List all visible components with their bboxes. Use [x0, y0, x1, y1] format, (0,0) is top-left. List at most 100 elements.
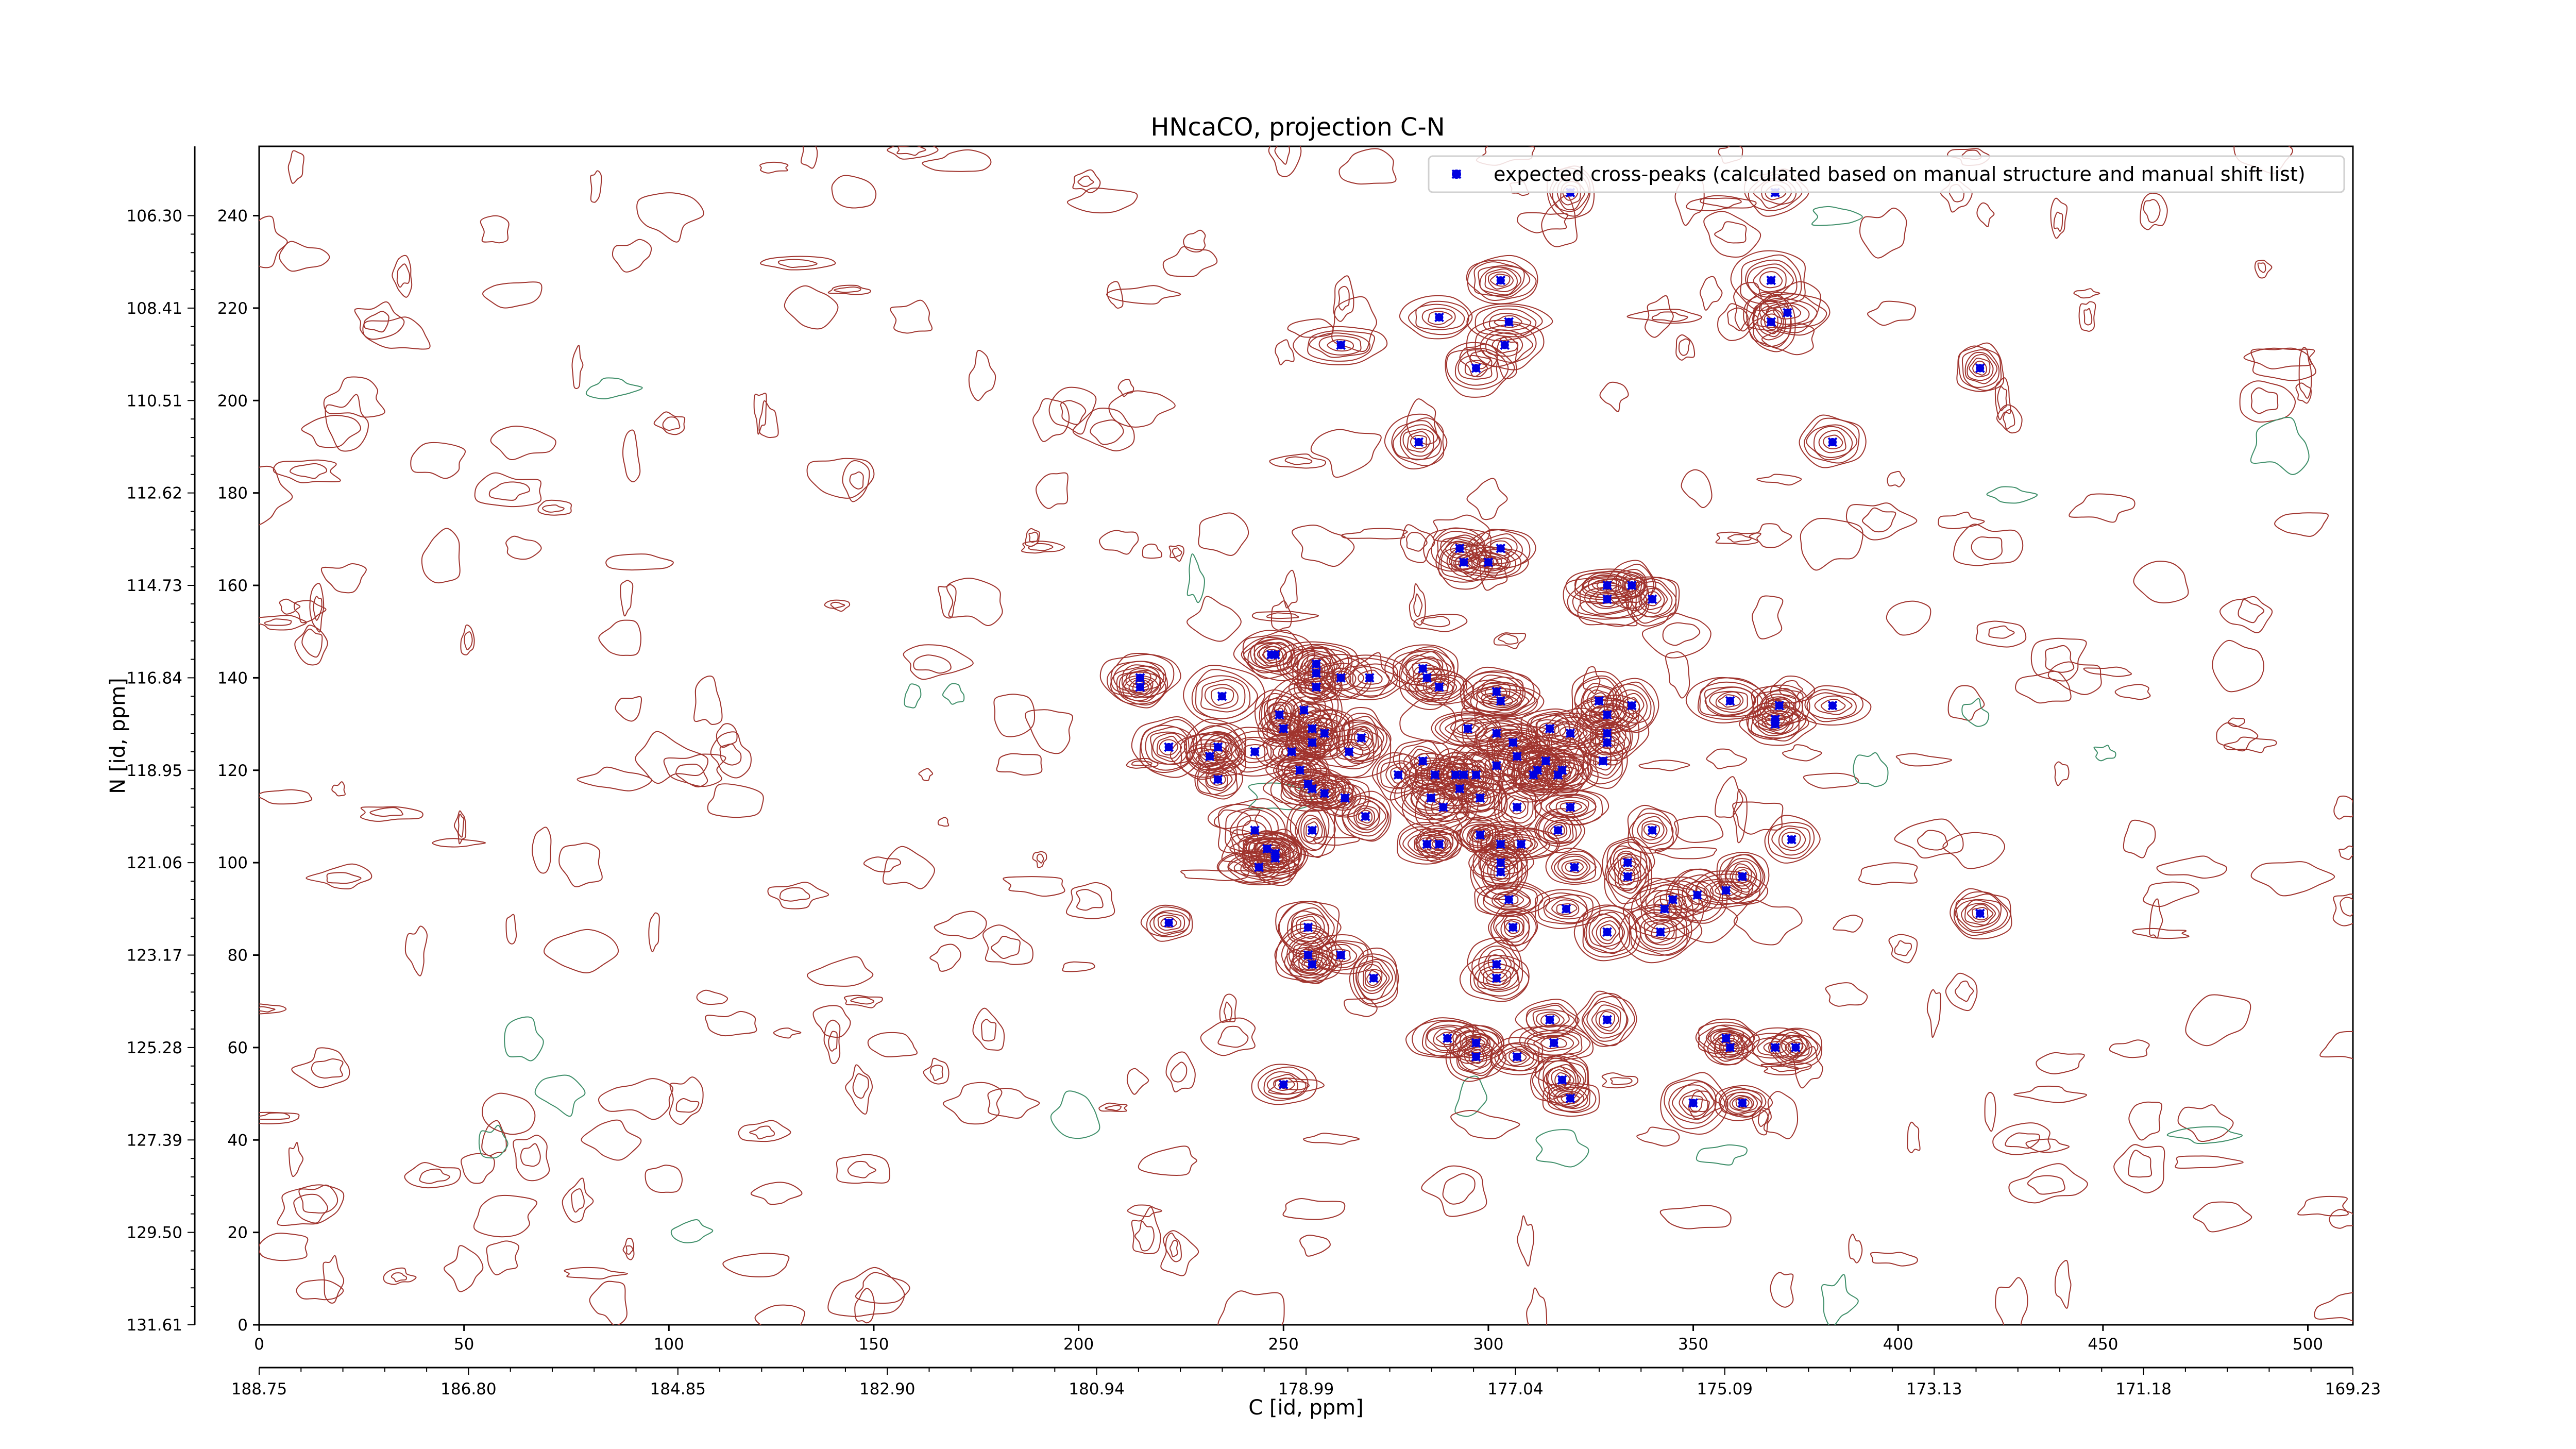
noise-contour — [904, 683, 922, 709]
noise-contour — [534, 1074, 586, 1117]
peak-contour — [1743, 292, 1831, 336]
peak-contour — [1475, 305, 1543, 338]
noise-contour — [2223, 736, 2277, 753]
noise-contour — [363, 311, 389, 333]
peak-contour — [1620, 868, 1636, 886]
noise-contour — [1848, 1234, 1863, 1263]
peak-contour — [1511, 752, 1556, 797]
peak-contour — [1465, 1036, 1488, 1050]
noise-contour — [1168, 545, 1184, 562]
peak-contour — [1251, 837, 1300, 878]
peak-contour — [1357, 961, 1390, 994]
noise-contour — [1072, 408, 1135, 451]
noise-contour — [571, 1188, 585, 1213]
noise-contour — [306, 863, 372, 890]
y-axis-ticks: 0 20 40 60 80 100 120 140 160 180 200 220 240 — [217, 207, 259, 1335]
peak-contour — [1329, 948, 1351, 963]
noise-contour — [1888, 934, 1918, 964]
noise-contour — [812, 1005, 851, 1038]
peak-contour — [1200, 679, 1246, 713]
noise-contour — [622, 1238, 635, 1260]
peak-contour — [1399, 424, 1440, 461]
noise-contour — [1763, 1091, 1799, 1139]
cross-peak-marker — [1164, 742, 1174, 752]
cross-peak-marker — [1459, 557, 1469, 567]
cross-peak-marker — [1278, 1080, 1289, 1090]
peak-contour — [1471, 939, 1520, 986]
noise-contour — [777, 259, 818, 268]
noise-contour — [2003, 409, 2015, 430]
peak-contour — [1755, 715, 1794, 735]
noise-contour — [1733, 899, 1803, 946]
peak-contour — [1494, 315, 1522, 328]
noise-contour — [887, 146, 939, 160]
noise-contour — [1858, 862, 1918, 885]
peak-contour — [1716, 852, 1770, 904]
noise-contour — [1659, 1205, 1732, 1229]
peak-contour — [1746, 706, 1809, 742]
noise-contour — [1668, 894, 1738, 943]
noise-contour — [800, 146, 818, 169]
peak-contour — [1273, 740, 1311, 761]
peak-contour — [1301, 957, 1324, 971]
noise-contour — [918, 768, 934, 781]
peak-contour — [1449, 544, 1529, 581]
peak-contour — [1604, 845, 1652, 910]
noise-contour — [943, 1082, 1003, 1125]
cross-peak-marker — [1303, 922, 1313, 933]
noise-contour — [1280, 569, 1298, 609]
noise-contour — [693, 676, 723, 725]
peak-contour — [1376, 753, 1419, 794]
noise-contour — [1859, 207, 1907, 259]
noise-contour — [2250, 387, 2279, 414]
peak-contour — [1573, 904, 1641, 962]
peak-contour — [1603, 678, 1659, 733]
peak-contour — [1251, 1064, 1318, 1105]
noise-contour — [360, 806, 423, 822]
cross-peak-marker — [1434, 312, 1444, 323]
peak-contour — [1153, 912, 1185, 934]
cross-peak-marker — [1434, 839, 1444, 849]
cross-peak-marker — [1340, 793, 1350, 803]
noise-contour — [520, 1143, 541, 1167]
peak-contour — [1587, 741, 1622, 779]
peak-contour — [1451, 551, 1479, 574]
y-ppm-tick-label: 118.95 — [127, 762, 182, 780]
noise-contour — [513, 1135, 550, 1182]
noise-contour — [2008, 1163, 2088, 1204]
peak-contour — [1312, 784, 1336, 803]
cross-peak-marker — [1418, 664, 1428, 673]
peak-contour — [1256, 840, 1295, 873]
peak-contour — [1553, 763, 1570, 778]
noise-contour — [612, 239, 652, 273]
peak-contour — [1961, 899, 2000, 928]
noise-contour — [1200, 1017, 1256, 1056]
peak-contour — [1416, 675, 1462, 699]
peak-contour — [1739, 702, 1817, 746]
noise-contour — [1986, 486, 2038, 504]
noise-contour — [1066, 188, 1138, 214]
noise-contour — [589, 1280, 628, 1325]
peak-contour — [1715, 691, 1744, 710]
peak-contour — [1545, 897, 1587, 920]
noise-contour — [1217, 1290, 1285, 1325]
noise-contour — [2297, 1195, 2349, 1217]
peak-contour — [1594, 706, 1620, 723]
noise-contour — [404, 1162, 461, 1189]
cross-peak-marker — [1307, 784, 1317, 794]
noise-contour — [2254, 260, 2273, 279]
peak-contour — [1671, 1084, 1715, 1120]
noise-contour — [2314, 1292, 2353, 1322]
peak-contour — [1344, 663, 1395, 692]
noise-contour — [558, 843, 603, 887]
noise-contour — [662, 416, 681, 431]
noise-contour — [2054, 761, 2070, 786]
cross-peak-marker — [1622, 857, 1633, 868]
peak-contour — [1266, 850, 1283, 865]
noise-contour — [1975, 620, 2027, 648]
noise-contour — [1992, 1122, 2051, 1155]
peak-contour — [1651, 923, 1670, 940]
peak-contour — [1233, 856, 1285, 879]
cross-peak-marker — [1725, 1042, 1735, 1053]
peak-contour — [1534, 889, 1601, 929]
